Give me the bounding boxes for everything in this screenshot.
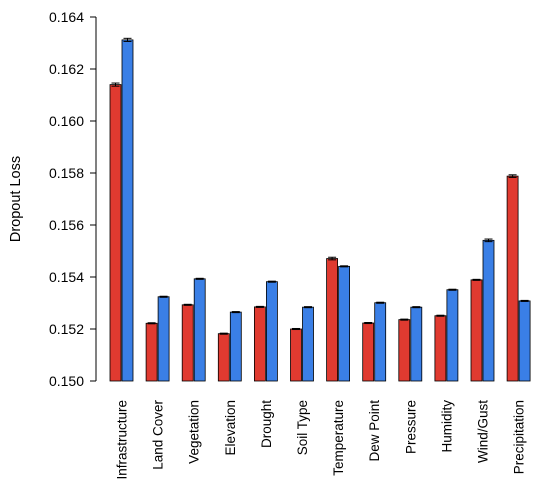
bar-blue (265, 281, 278, 382)
error-bar (400, 318, 409, 321)
error-bar (472, 278, 481, 281)
error-bar (376, 301, 385, 304)
error-bar (340, 265, 349, 268)
y-tick-label: 0.160 (49, 113, 84, 129)
y-tick-label: 0.162 (49, 61, 84, 77)
bar-red (217, 333, 230, 382)
error-bar (508, 174, 517, 178)
error-bar (147, 322, 156, 325)
category-label: Infrastructure (115, 400, 130, 480)
error-bar (159, 295, 168, 298)
bar-blue (482, 239, 495, 382)
error-bar (195, 277, 204, 280)
error-bar (364, 322, 373, 325)
bar-blue (157, 296, 170, 382)
bar-red (290, 328, 302, 382)
y-tick-label: 0.150 (49, 373, 84, 389)
y-tick-label: 0.158 (49, 165, 84, 181)
error-bar (267, 280, 276, 283)
error-bar (219, 332, 228, 335)
bar-blue (302, 306, 314, 382)
category-label: Vegetation (187, 400, 202, 464)
category-label: Land Cover (151, 399, 166, 469)
bar-red (362, 322, 375, 382)
error-bar (111, 82, 120, 87)
category-label: Drought (259, 400, 274, 448)
category-label: Soil Type (295, 400, 310, 455)
bar-red (506, 175, 519, 382)
error-bar (183, 303, 192, 306)
bar-red (326, 258, 339, 382)
category-label: Wind/Gust (476, 400, 491, 463)
bar-blue (518, 300, 531, 382)
y-tick-label: 0.164 (49, 9, 84, 25)
error-bar (448, 288, 457, 291)
bar-blue (374, 302, 387, 382)
bar-blue (193, 278, 206, 382)
error-bar (123, 37, 132, 42)
bar-blue (446, 289, 459, 382)
error-bar (484, 238, 493, 243)
bar-red (145, 322, 158, 382)
bar-red (434, 315, 447, 382)
bar-red (109, 84, 122, 382)
category-label: Temperature (331, 400, 346, 476)
x-axis-labels: Infrastructure Land Cover Vegetation Elevat… (115, 399, 527, 479)
y-axis-title: Dropout Loss (8, 156, 24, 242)
y-axis: 0.150 0.152 0.154 0.156 0.158 0.160 0.162 0.164 (49, 9, 97, 389)
error-bar (231, 311, 240, 314)
category-label: Pressure (403, 400, 418, 454)
category-label: Elevation (223, 400, 238, 456)
error-bar (304, 306, 312, 309)
bar-red (181, 304, 194, 382)
y-tick-label: 0.154 (49, 269, 84, 285)
error-bar (436, 314, 445, 317)
error-bar (412, 306, 421, 309)
category-label: Dew Point (367, 400, 382, 462)
category-label: Precipitation (512, 400, 527, 474)
y-tick-label: 0.152 (49, 321, 84, 337)
bar-red (253, 306, 266, 382)
error-bar (520, 299, 529, 302)
bar-red (470, 279, 483, 382)
y-tick-label: 0.156 (49, 217, 84, 233)
error-bar (255, 305, 264, 308)
bar-red (398, 319, 411, 382)
bar-blue (338, 265, 351, 382)
category-label: Humidity (439, 400, 454, 453)
bar-blue (121, 39, 134, 382)
bar-blue (410, 306, 423, 382)
error-bar (292, 327, 300, 331)
bar-blue (229, 311, 242, 382)
error-bar (328, 256, 337, 261)
bars-group (109, 37, 531, 382)
